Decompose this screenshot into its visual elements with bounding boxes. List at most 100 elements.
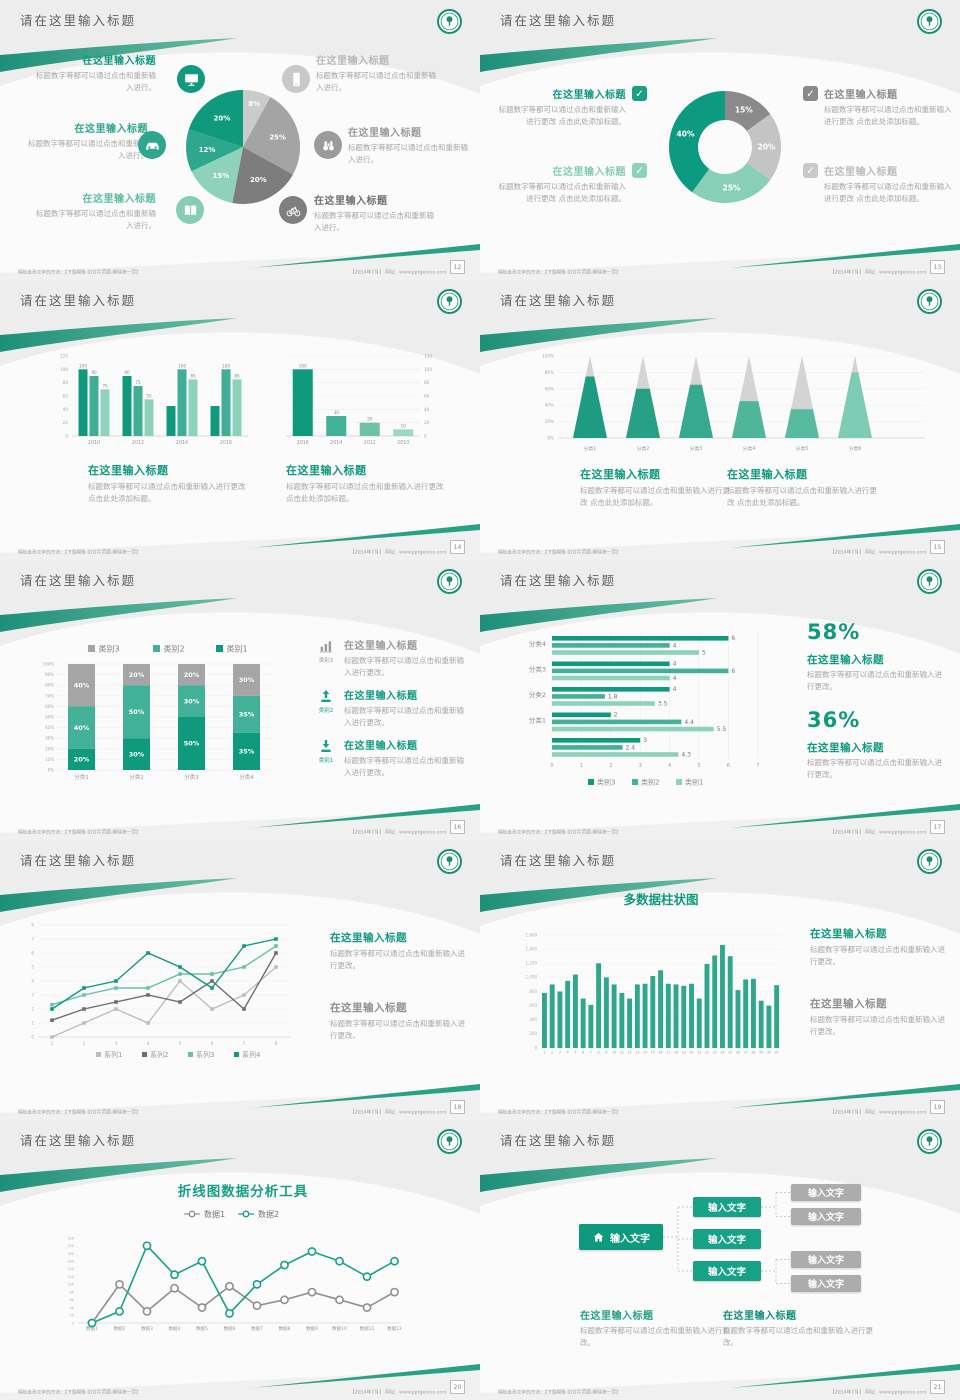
footer-left-text: 模板批改文字的方法：【下载模板-幻灯片页面-删除第一页】: [498, 1109, 621, 1115]
chart-label: 31: [775, 1051, 779, 1055]
school-logo-icon: [436, 1128, 463, 1155]
chart-label: 7: [243, 1041, 246, 1047]
chart-label: 数据10: [332, 1325, 347, 1332]
chart-label: 4: [668, 763, 671, 769]
chart-label: 1: [580, 763, 583, 769]
chart-label: 类别1: [227, 644, 248, 654]
callout-item-1: 在这里输入标题 标题数字等都可以通过点击和重新输入进行更改 点击此处添加标题。: [498, 163, 627, 205]
chart-label: 2016: [297, 440, 309, 446]
chart-label: 85: [190, 373, 196, 378]
page-number: 13: [930, 260, 945, 274]
slide-title: 请在这里输入标题: [500, 13, 617, 28]
callout-body: 标题数字等都可以通过点击和重新输入进行更改。: [807, 670, 942, 692]
chart-label: 2.4: [626, 744, 636, 751]
chart-label: 分类2: [529, 690, 546, 699]
callout-body: 标题数字等都可以通过点击和重新输入进行更改 点击此处添加标题。: [498, 182, 627, 204]
chart-label: 类别2: [164, 644, 185, 654]
callout-heading: 在这里输入标题: [316, 56, 390, 67]
chart-label: 2012: [364, 440, 376, 446]
school-logo-icon: [916, 288, 943, 315]
chart-label: 数据11: [360, 1325, 375, 1332]
callout-body: 标题数字等都可以通过点击和重新输入进行更改。: [330, 949, 465, 971]
chart-label: 3: [639, 763, 642, 769]
callout-body: 标题数字等都可以通过点击和重新输入进行更改。: [810, 945, 945, 967]
car-icon: [138, 131, 166, 159]
chart-label: 200: [67, 1244, 74, 1248]
chart-label: 30: [334, 410, 340, 415]
chart-label: 分类4: [529, 639, 546, 648]
stat-body: 标题数字等都可以通过点击和重新输入进行更改。: [807, 666, 945, 693]
chart-label: 23: [713, 1051, 717, 1055]
chart-label: 5: [702, 649, 706, 656]
chart-label: 80: [63, 380, 69, 385]
callout-item-0: 在这里输入标题 标题数字等都可以通过点击和重新输入进行更改 点击此处添加标题。: [498, 86, 627, 128]
chart-label: 100: [67, 1283, 74, 1287]
chart-label: 80: [424, 380, 430, 385]
callout-heading: 在这里输入标题: [344, 741, 418, 752]
tree-mid-box: 输入文字: [693, 1229, 761, 1249]
callout-left-block: 在这里输入标题 标题数字等都可以通过点击和重新输入进行更改。: [580, 1307, 738, 1349]
chart-label: 14: [643, 1051, 647, 1055]
callout-body: 标题数字等都可以通过点击和重新输入进行更改 点击此处添加标题。: [286, 482, 444, 504]
chart-label: 20: [689, 1051, 693, 1055]
chart-label: 30: [767, 1051, 771, 1055]
chart-label: 类别3: [597, 778, 615, 787]
school-logo-icon: [436, 848, 463, 875]
chart-label: 20%: [545, 419, 554, 424]
callout-body: 标题数字等都可以通过点击和重新输入进行更改。: [344, 756, 464, 778]
chart-label: 5.5: [717, 726, 727, 733]
callout-body: 标题数字等都可以通过点击和重新输入进行。: [36, 209, 156, 231]
footer-right-text: 【2014年7月】 网址：www.pptgenius.com: [829, 829, 926, 835]
school-logo-icon: [916, 568, 943, 595]
slide-thumbnail-page-12[interactable]: 请在这里输入标题 8% 25% 20% 15% 12% 20% 在这里输入标题 标题数字等都可以…: [0, 0, 480, 280]
chart-label: 25: [728, 1051, 732, 1055]
slide-thumbnail-page-20[interactable]: 请在这里输入标题 折线图数据分析工具 数据1 数据2 0 20 40 60 80 100 120 14…: [0, 1120, 480, 1400]
chart-label: 6: [731, 668, 735, 675]
chart-label: 2: [551, 1051, 553, 1055]
footer-left-text: 模板批改文字的方法：【下载模板-幻灯片页面-删除第一页】: [498, 829, 621, 835]
school-logo-icon: [916, 848, 943, 875]
chart-label: 20%: [45, 746, 54, 751]
chart-label: 数据7: [251, 1325, 263, 1332]
tree-mid-box: 输入文字: [693, 1197, 761, 1217]
chart-label: 2: [31, 1007, 34, 1012]
chart-label: 15: [651, 1051, 655, 1055]
binoculars-icon: [314, 131, 342, 159]
school-logo-icon: [916, 1128, 943, 1155]
page-number: 15: [930, 540, 945, 554]
chart-label: 5: [574, 1051, 576, 1055]
chart-label: 6: [31, 951, 34, 956]
callout-heading: 在这里输入标题: [807, 654, 884, 666]
slide-thumbnail-page-16[interactable]: 请在这里输入标题 类别3 类别2 类别1 0% 10% 20% 30% 40% 50% 60% 70%…: [0, 560, 480, 840]
callout-body: 标题数字等都可以通过点击和重新输入进行更改 点击此处添加标题。: [580, 486, 730, 508]
stat-heading: 在这里输入标题: [807, 740, 884, 755]
slide-thumbnail-page-18[interactable]: 请在这里输入标题 0 1 2 3 4 5 6 7 8 1 2 3 4 5 6 7 8 系列1 系列2 系列3 系列4 在这里…: [0, 840, 480, 1120]
slide-thumbnail-page-13[interactable]: 请在这里输入标题 15% 20% 25% 40% 在这里输入标题 标题数字等都可以通过点击和…: [480, 0, 960, 280]
chart-label: 9: [605, 1051, 607, 1055]
tree-root-label: 输入文字: [610, 1233, 650, 1245]
icon-caption: 类别2: [318, 708, 334, 714]
chart-label: 系列2: [150, 1050, 168, 1059]
callout-heading: 在这里输入标题: [723, 1311, 797, 1322]
chart-label: 4: [673, 661, 677, 668]
slide-thumbnail-page-15[interactable]: 请在这里输入标题 0% 20% 40% 60% 80% 100% 分类1 分类2 分类3 分类4 分类…: [480, 280, 960, 560]
school-logo-icon: [436, 8, 463, 35]
slide-thumbnail-page-14[interactable]: 请在这里输入标题 0 20 40 60 80 100 120 2010 100 90 70 2012 90…: [0, 280, 480, 560]
callout-body: 标题数字等都可以通过点击和重新输入进行更改。: [330, 1019, 465, 1041]
slide-thumbnail-page-17[interactable]: 请在这里输入标题 0 1 2 3 4 5 6 7 分类4 6 4 5 分类3 4 6 4 分类2 4 1.8 3.5 分类…: [480, 560, 960, 840]
chart-label: 0%: [48, 768, 55, 773]
chart-label: 40%: [677, 130, 695, 139]
chart-label: 3: [643, 737, 647, 744]
chart-label: 2010: [88, 440, 100, 446]
chart-label: 数据2: [114, 1325, 126, 1332]
footer-right-text: 【2014年7月】 网址：www.pptgenius.com: [349, 269, 446, 275]
footer-left-text: 模板批改文字的方法：【下载模板-幻灯片页面-删除第一页】: [18, 829, 141, 835]
slide-thumbnail-page-21[interactable]: 请在这里输入标题 输入文字 输入文字 输入文字 输入文字 输入文字 输入文字 输入文字 输入文字…: [480, 1120, 960, 1400]
chart-label: 2: [83, 1041, 86, 1047]
tree-mid-box: 输入文字: [693, 1261, 761, 1281]
chart-label: 7: [31, 937, 34, 942]
callout-heading: 在这里输入标题: [727, 468, 808, 481]
callout-item-3: 在这里输入标题 标题数字等都可以通过点击和重新输入进行。: [316, 52, 442, 94]
callout-item-5: 在这里输入标题 标题数字等都可以通过点击和重新输入进行。: [314, 192, 440, 234]
slide-thumbnail-page-19[interactable]: 请在这里输入标题 多数据柱状图 0 200 400 600 800 1,000 1,200 1,4…: [480, 840, 960, 1120]
